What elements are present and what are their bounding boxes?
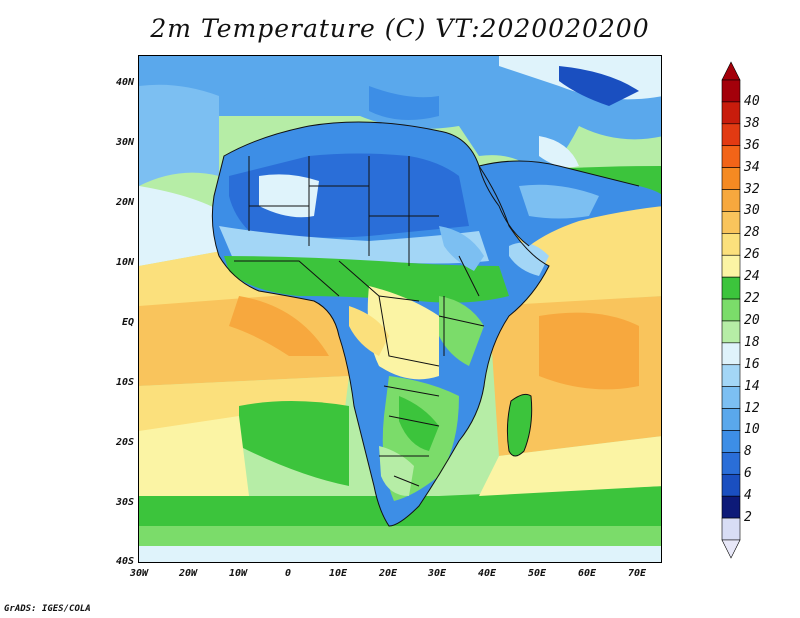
- colorbar-level-label: 8: [744, 444, 752, 460]
- colorbar-level-label: 18: [744, 334, 760, 350]
- colorbar-swatch: [721, 101, 741, 125]
- colorbar-swatch: [721, 452, 741, 475]
- colorbar-swatch: [721, 408, 741, 431]
- colorbar: [721, 61, 741, 559]
- colorbar-swatch: [721, 211, 741, 234]
- colorbar-swatch: [721, 189, 741, 212]
- colorbar-level-label: 26: [744, 247, 760, 263]
- x-tick-label: 40E: [477, 568, 497, 579]
- colorbar-swatch: [721, 364, 741, 387]
- colorbar-level-label: 10: [744, 422, 760, 438]
- y-tick-label: EQ: [121, 317, 134, 328]
- x-tick-label: 0: [284, 568, 292, 579]
- colorbar-level-label: 34: [744, 159, 760, 175]
- colorbar-level-label: 14: [744, 378, 760, 394]
- borders: [211, 121, 640, 527]
- colorbar-swatch: [721, 298, 741, 322]
- x-tick-label: 20W: [178, 568, 198, 579]
- colorbar-level-label: 16: [744, 356, 760, 372]
- colorbar-swatch: [721, 254, 741, 278]
- y-tick-label: 40S: [115, 556, 134, 567]
- colorbar-swatch: [721, 495, 741, 519]
- colorbar-level-label: 38: [744, 115, 760, 131]
- colorbar-swatch: [721, 342, 741, 366]
- colorbar-level-label: 22: [744, 291, 760, 307]
- colorbar-level-label: 2: [744, 510, 752, 526]
- colorbar-level-label: 4: [744, 488, 752, 504]
- temperature-map: [138, 55, 662, 563]
- colorbar-level-label: 40: [744, 93, 760, 109]
- colorbar-swatch: [721, 430, 741, 453]
- x-tick-label: 30E: [427, 568, 447, 579]
- y-tick-label: 10S: [115, 377, 134, 388]
- colorbar-level-label: 32: [744, 181, 760, 197]
- colorbar-swatch: [721, 167, 741, 190]
- colorbar-swatch: [721, 123, 741, 147]
- x-tick-label: 70E: [627, 568, 647, 579]
- colorbar-swatch: [721, 517, 741, 541]
- colorbar-level-label: 36: [744, 137, 760, 153]
- colorbar-swatch: [721, 386, 741, 409]
- land-arabia: [479, 161, 661, 246]
- x-tick-label: 10W: [228, 568, 248, 579]
- x-tick-label: 60E: [577, 568, 597, 579]
- y-tick-label: 30S: [115, 497, 134, 508]
- y-tick-label: 40N: [115, 77, 134, 88]
- colorbar-swatch: [721, 276, 741, 300]
- y-tick-label: 30N: [115, 137, 134, 148]
- colorbar-swatch: [721, 320, 741, 344]
- y-tick-label: 10N: [115, 257, 134, 268]
- colorbar-min-triangle: [721, 539, 741, 559]
- map-title: 2m Temperature (C) VT:2020020200: [150, 14, 650, 43]
- colorbar-level-label: 24: [744, 269, 760, 285]
- land-north: [239, 56, 661, 176]
- y-tick-label: 20N: [115, 197, 134, 208]
- colorbar-level-label: 20: [744, 312, 760, 328]
- x-tick-label: 20E: [378, 568, 398, 579]
- colorbar-level-label: 28: [744, 225, 760, 241]
- map-canvas: [139, 56, 661, 562]
- x-tick-label: 50E: [527, 568, 547, 579]
- colorbar-level-label: 6: [744, 466, 752, 482]
- y-tick-label: 20S: [115, 437, 134, 448]
- colorbar-level-label: 12: [744, 400, 760, 416]
- x-tick-label: 10E: [328, 568, 348, 579]
- colorbar-max-triangle: [721, 61, 741, 81]
- colorbar-swatch: [721, 473, 741, 497]
- colorbar-swatch: [721, 233, 741, 256]
- colorbar-level-label: 30: [744, 203, 760, 219]
- colorbar-swatch: [721, 145, 741, 168]
- colorbar-swatch: [721, 79, 741, 103]
- credit-text: GrADS: IGES/COLA: [4, 604, 91, 614]
- x-tick-label: 30W: [129, 568, 149, 579]
